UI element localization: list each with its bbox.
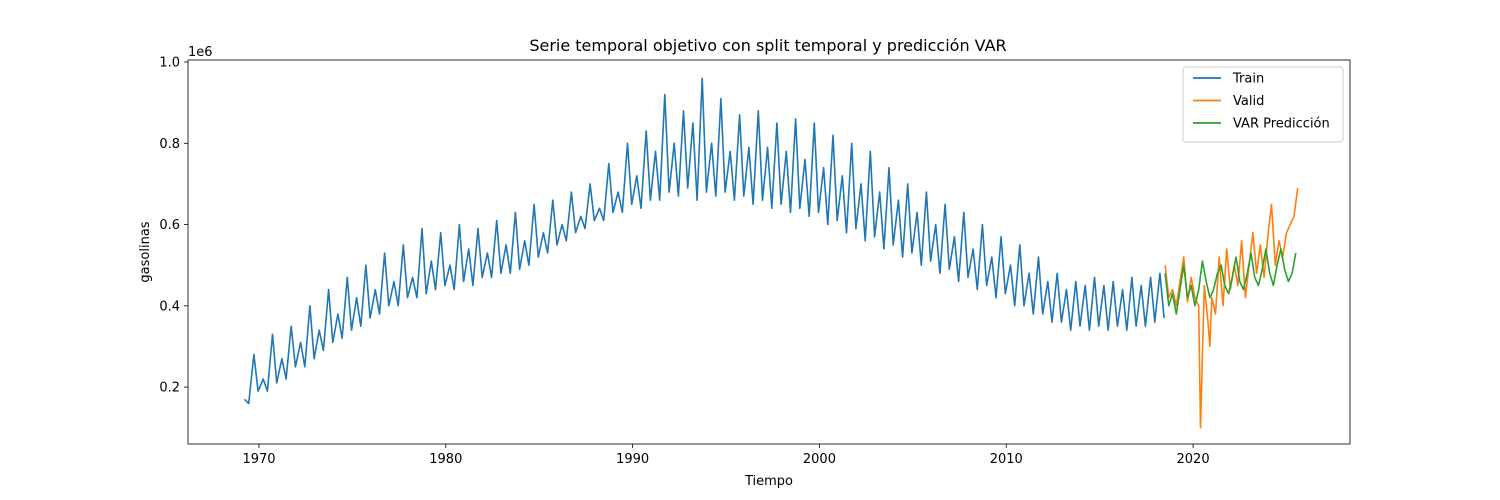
x-tick-label: 1970 — [242, 452, 275, 467]
legend: Train Valid VAR Predicción — [1182, 66, 1344, 143]
x-tick-label: 2020 — [1177, 452, 1210, 467]
plot-frame — [187, 59, 1351, 445]
y-tick-label: 0.4 — [159, 299, 180, 314]
y-tick-label: 0.8 — [159, 137, 180, 152]
chart-title: Serie temporal objetivo con split tempor… — [529, 36, 1006, 55]
x-tick-label: 1990 — [616, 452, 649, 467]
x-tick-label: 2010 — [990, 452, 1023, 467]
y-tick-label: 0.6 — [159, 218, 180, 233]
legend-label: VAR Predicción — [1233, 117, 1330, 132]
plot-background — [188, 60, 1350, 444]
x-axis: 1970 1980 1990 2000 2010 2020 — [242, 444, 1210, 467]
y-tick-label: 0.2 — [159, 381, 180, 396]
y-offset-label: 1e6 — [188, 45, 213, 60]
legend-label: Train — [1232, 72, 1264, 87]
series-layer — [243, 77, 1299, 429]
series-line-var-predicci-n — [1164, 248, 1297, 315]
x-tick-label: 1980 — [429, 452, 462, 467]
y-tick-label: 1.0 — [159, 56, 180, 71]
legend-label: Valid — [1233, 94, 1264, 109]
legend-box — [1182, 66, 1344, 143]
series-line-train — [243, 77, 1165, 405]
x-tick-label: 2000 — [803, 452, 836, 467]
y-axis: 0.2 0.4 0.6 0.8 1.0 — [159, 56, 188, 396]
x-axis-label: Tiempo — [744, 474, 793, 489]
y-axis-label: gasolinas — [138, 221, 153, 282]
plot-area — [187, 59, 1351, 445]
